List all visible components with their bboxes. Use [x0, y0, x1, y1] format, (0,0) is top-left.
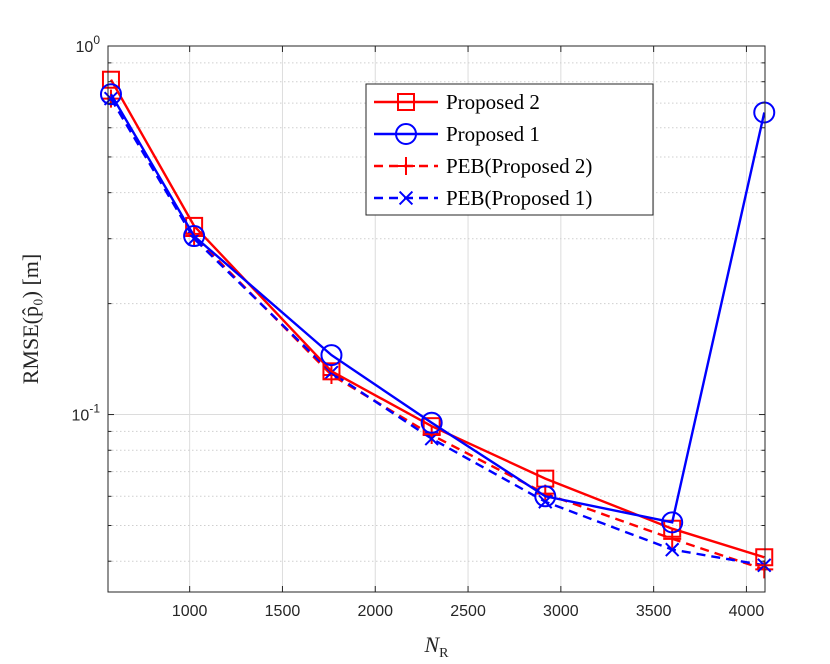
legend-label: PEB(Proposed 1) [446, 186, 592, 210]
series-line [109, 93, 766, 524]
legend-label: Proposed 2 [446, 90, 540, 114]
series-proposed-1 [99, 83, 776, 534]
circle-marker [183, 225, 206, 248]
plus-marker [755, 560, 774, 579]
legend-label: PEB(Proposed 2) [446, 154, 592, 178]
axis-tick-labels: 1000 1500 2000 2500 3000 3500 4000 100 10-1 [72, 33, 765, 620]
y-tick-label: 10-1 [72, 402, 101, 425]
series-peb-proposed-1- [103, 91, 772, 573]
plus-marker [397, 157, 415, 175]
x-axis-label: NR [423, 632, 449, 661]
tick-marks [108, 46, 765, 592]
x-tick-label: 3000 [543, 603, 579, 620]
x-marker [398, 190, 414, 206]
square-marker [397, 93, 415, 111]
y-axis-label: RMSE(p̂₀) [m] [18, 254, 43, 385]
x-tick-label: 4000 [729, 603, 765, 620]
circle-marker [320, 344, 343, 367]
circle-marker [395, 123, 417, 145]
square-marker [101, 70, 120, 89]
legend-entry: Proposed 1 [374, 122, 540, 146]
circle-marker [753, 101, 776, 124]
legend-entry: PEB(Proposed 2) [374, 154, 592, 178]
x-tick-label: 2500 [450, 603, 486, 620]
legend-entry: PEB(Proposed 1) [374, 186, 592, 210]
x-tick-label: 2000 [357, 603, 393, 620]
square-marker [755, 548, 774, 567]
x-tick-label: 1500 [265, 603, 301, 620]
legend-label: Proposed 1 [446, 122, 540, 146]
y-tick-label: 100 [76, 33, 101, 56]
x-tick-label: 3500 [636, 603, 672, 620]
square-marker [322, 362, 341, 381]
x-tick-label: 1000 [172, 603, 208, 620]
circle-marker [99, 83, 122, 106]
circle-marker [661, 511, 684, 534]
x-marker [665, 542, 680, 557]
circle-marker [534, 485, 557, 508]
legend: Proposed 2 Proposed 1 PEB(Proposed 2) PEB(P… [365, 83, 654, 216]
series-layer [99, 70, 776, 579]
square-marker [422, 417, 441, 436]
circle-marker [420, 411, 443, 434]
plot-frame [107, 45, 766, 593]
legend-entry: Proposed 2 [374, 90, 540, 114]
